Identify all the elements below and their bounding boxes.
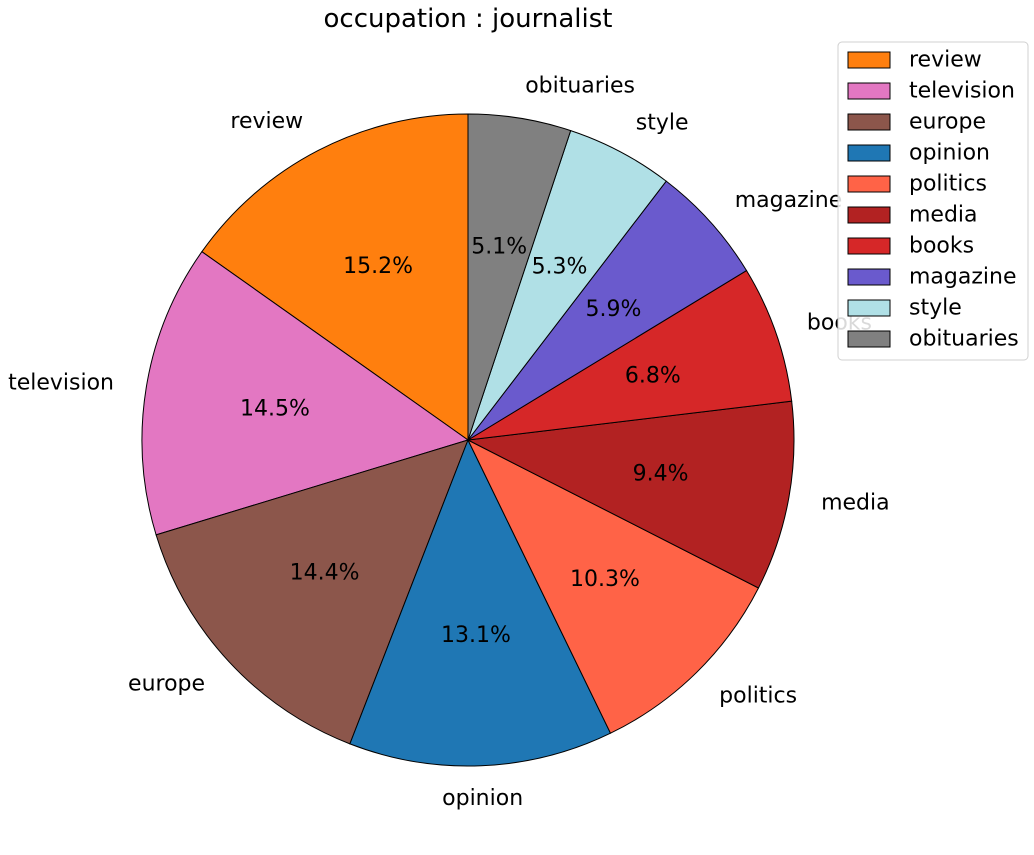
legend-label-media: media: [909, 203, 978, 228]
percentage-label-television: 14.5%: [240, 396, 310, 421]
legend-item-opinion: opinion: [847, 141, 990, 166]
pie-slices: [141, 113, 795, 767]
legend-item-style: style: [847, 296, 962, 321]
legend-swatch-television: [847, 82, 891, 100]
percentage-label-europe: 14.4%: [290, 560, 360, 585]
legend-swatch-media: [847, 206, 891, 224]
legend: review television europe opinion politics med…: [837, 41, 1029, 361]
legend-label-obituaries: obituaries: [909, 327, 1019, 352]
pie-slice-review: [201, 113, 469, 441]
legend-item-media: media: [847, 203, 978, 228]
percentage-label-obituaries: 5.1%: [471, 234, 527, 259]
category-label-opinion: opinion: [442, 786, 523, 811]
legend-label-style: style: [909, 296, 962, 321]
legend-label-opinion: opinion: [909, 141, 990, 166]
category-label-television: television: [8, 370, 114, 395]
percentage-label-media: 9.4%: [633, 462, 689, 487]
percentage-label-review: 15.2%: [343, 254, 413, 279]
category-labels: review television europe opinion politics med…: [8, 73, 890, 810]
legend-swatch-obituaries: [847, 330, 891, 348]
percentage-label-magazine: 5.9%: [586, 297, 642, 322]
percentage-label-politics: 10.3%: [570, 567, 640, 592]
category-label-politics: politics: [719, 683, 797, 708]
pie-slice-books: [467, 269, 793, 441]
legend-label-television: television: [909, 79, 1015, 104]
pie-slice-europe: [155, 439, 469, 745]
pie-slice-politics: [466, 438, 760, 734]
chart-title: occupation : journalist: [324, 4, 613, 34]
percentage-label-books: 6.8%: [625, 364, 681, 389]
legend-label-magazine: magazine: [909, 265, 1017, 290]
percentage-labels: 15.2% 14.5% 14.4% 13.1% 10.3% 9.4% 6.8% 5.9% 5.3…: [240, 234, 689, 648]
legend-item-politics: politics: [847, 172, 987, 197]
pie-slice-television: [141, 251, 470, 536]
category-label-obituaries: obituaries: [525, 73, 635, 98]
legend-swatch-opinion: [847, 144, 891, 162]
legend-item-books: books: [847, 234, 974, 259]
category-label-magazine: magazine: [735, 188, 843, 213]
percentage-label-style: 5.3%: [532, 255, 588, 280]
pie-slice-obituaries: [467, 113, 572, 441]
legend-swatch-books: [847, 237, 891, 255]
legend-item-obituaries: obituaries: [847, 327, 1019, 352]
legend-label-politics: politics: [909, 172, 987, 197]
category-label-europe: europe: [128, 671, 205, 696]
legend-swatch-europe: [847, 113, 891, 131]
pie-slice-media: [466, 400, 795, 589]
category-label-media: media: [821, 490, 890, 515]
legend-item-europe: europe: [847, 110, 986, 135]
legend-swatch-review: [847, 51, 891, 69]
legend-item-television: television: [847, 79, 1015, 104]
legend-swatch-style: [847, 299, 891, 317]
pie-slice-magazine: [467, 180, 748, 441]
legend-label-europe: europe: [909, 110, 986, 135]
pie-slice-opinion: [349, 438, 612, 767]
legend-swatch-politics: [847, 175, 891, 193]
category-label-style: style: [636, 111, 689, 136]
legend-label-review: review: [909, 48, 982, 73]
legend-item-review: review: [847, 48, 982, 73]
legend-item-magazine: magazine: [847, 265, 1017, 290]
legend-label-books: books: [909, 234, 974, 259]
legend-swatch-magazine: [847, 268, 891, 286]
percentage-label-opinion: 13.1%: [441, 623, 511, 648]
category-label-review: review: [230, 109, 303, 134]
